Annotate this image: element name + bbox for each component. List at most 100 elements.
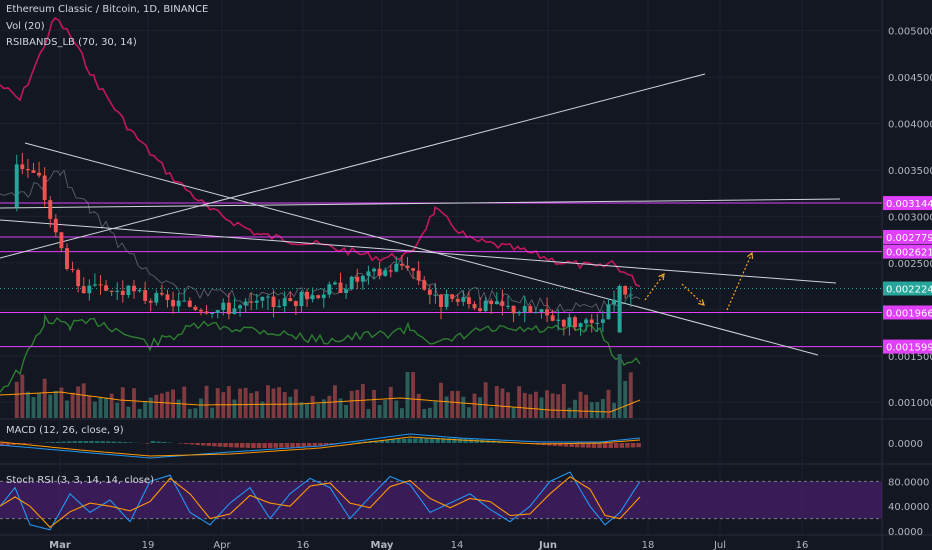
candle-body — [70, 269, 75, 271]
macd-histogram-bar — [150, 441, 156, 443]
price-level-tag — [883, 305, 932, 320]
macd-histogram-bar — [145, 443, 150, 444]
candle-body — [288, 298, 293, 302]
candle-body — [595, 322, 600, 324]
volume-bar — [377, 405, 382, 418]
macd-histogram-bar — [178, 443, 184, 444]
macd-histogram-bar — [301, 443, 306, 447]
candle-body — [193, 306, 198, 310]
macd-histogram-bar — [111, 441, 117, 443]
volume-bar — [427, 407, 432, 418]
macd-histogram-bar — [597, 443, 602, 448]
candle-body — [567, 317, 572, 327]
macd-histogram-bar — [351, 442, 357, 443]
volume-bar — [265, 385, 270, 418]
macd-histogram-bar — [441, 438, 446, 443]
macd-histogram-bar — [11, 443, 16, 445]
volume-bar — [98, 397, 103, 418]
volume-indicator-label: Vol (20) — [6, 21, 45, 32]
candle-body — [506, 305, 510, 307]
candle-body — [411, 268, 416, 271]
candle-body — [466, 297, 471, 305]
candle-body — [20, 164, 25, 169]
candle-body — [450, 294, 455, 299]
last-price-tag — [883, 281, 932, 296]
volume-bar — [360, 383, 365, 418]
volume-bar — [154, 394, 159, 418]
volume-bar — [305, 404, 309, 418]
macd-histogram-bar — [22, 443, 27, 445]
rsi-band-mid-line — [0, 169, 641, 314]
candle-body — [249, 301, 254, 303]
macd-histogram-bar — [636, 443, 641, 448]
macd-histogram-bar — [569, 443, 574, 448]
stoch-tick-label: 40.0000 — [888, 502, 929, 513]
macd-histogram-bar — [217, 443, 223, 447]
volume-bar — [288, 396, 293, 418]
candle-body — [87, 285, 92, 294]
volume-bar — [187, 408, 192, 418]
macd-histogram-bar — [262, 443, 267, 448]
price-level-tag — [883, 196, 932, 211]
candle-body — [372, 268, 376, 272]
volume-bar — [489, 407, 494, 418]
stoch-band-fill — [0, 481, 882, 519]
volume-bar — [243, 387, 248, 418]
volume-bar — [316, 403, 321, 418]
macd-histogram-bar — [424, 438, 429, 443]
volume-bar — [411, 372, 416, 418]
macd-histogram-bar — [401, 438, 407, 443]
candle-body — [165, 294, 170, 300]
volume-bar — [260, 401, 265, 418]
volume-bar — [578, 391, 583, 418]
candle-body — [589, 319, 594, 324]
macd-histogram-bar — [580, 443, 586, 448]
macd-histogram-bar — [128, 442, 133, 443]
annotation-arrow-head — [658, 272, 665, 281]
volume-bar — [65, 400, 69, 418]
volume-bar — [383, 400, 388, 418]
candle-body — [238, 305, 242, 309]
macd-histogram-bar — [156, 441, 161, 443]
macd-histogram-bar — [245, 443, 251, 448]
candle-body — [305, 291, 309, 300]
volume-bar — [115, 402, 120, 418]
candle-body — [277, 306, 282, 308]
macd-histogram-bar — [94, 441, 100, 443]
volume-bar — [606, 389, 611, 418]
macd-histogram-bar — [122, 442, 128, 443]
volume-bar — [31, 397, 36, 418]
volume-bar — [59, 387, 64, 418]
volume-bar — [439, 382, 443, 418]
candle-body — [182, 300, 187, 302]
last-price-label: 0.002224 — [886, 285, 932, 296]
candle-body — [132, 285, 136, 292]
volume-bar — [282, 392, 287, 418]
macd-histogram-bar — [413, 438, 418, 443]
volume-bar — [53, 390, 58, 418]
macd-histogram-bar — [446, 438, 452, 443]
macd-histogram-bar — [212, 443, 217, 447]
macd-histogram-bar — [72, 441, 78, 443]
macd-histogram-bar — [463, 438, 468, 443]
volume-bar — [461, 396, 466, 418]
time-tick-label: 16 — [796, 540, 809, 550]
macd-histogram-bar — [323, 443, 329, 445]
macd-histogram-bar — [251, 443, 256, 448]
volume-bar — [87, 395, 92, 418]
price-level-label: 0.002779 — [886, 233, 932, 244]
volume-bar — [321, 399, 326, 418]
candle-body — [265, 296, 270, 298]
price-tick-label: 0.003500 — [888, 166, 932, 177]
macd-histogram-bar — [161, 442, 167, 443]
volume-bar — [42, 378, 47, 418]
candle-body — [299, 291, 304, 307]
volume-bar — [271, 388, 276, 418]
macd-histogram-bar — [385, 439, 390, 443]
annotation-arrow — [726, 252, 753, 311]
candle-body — [327, 284, 332, 295]
price-level-label: 0.001966 — [886, 308, 932, 319]
candle-body — [120, 290, 125, 295]
